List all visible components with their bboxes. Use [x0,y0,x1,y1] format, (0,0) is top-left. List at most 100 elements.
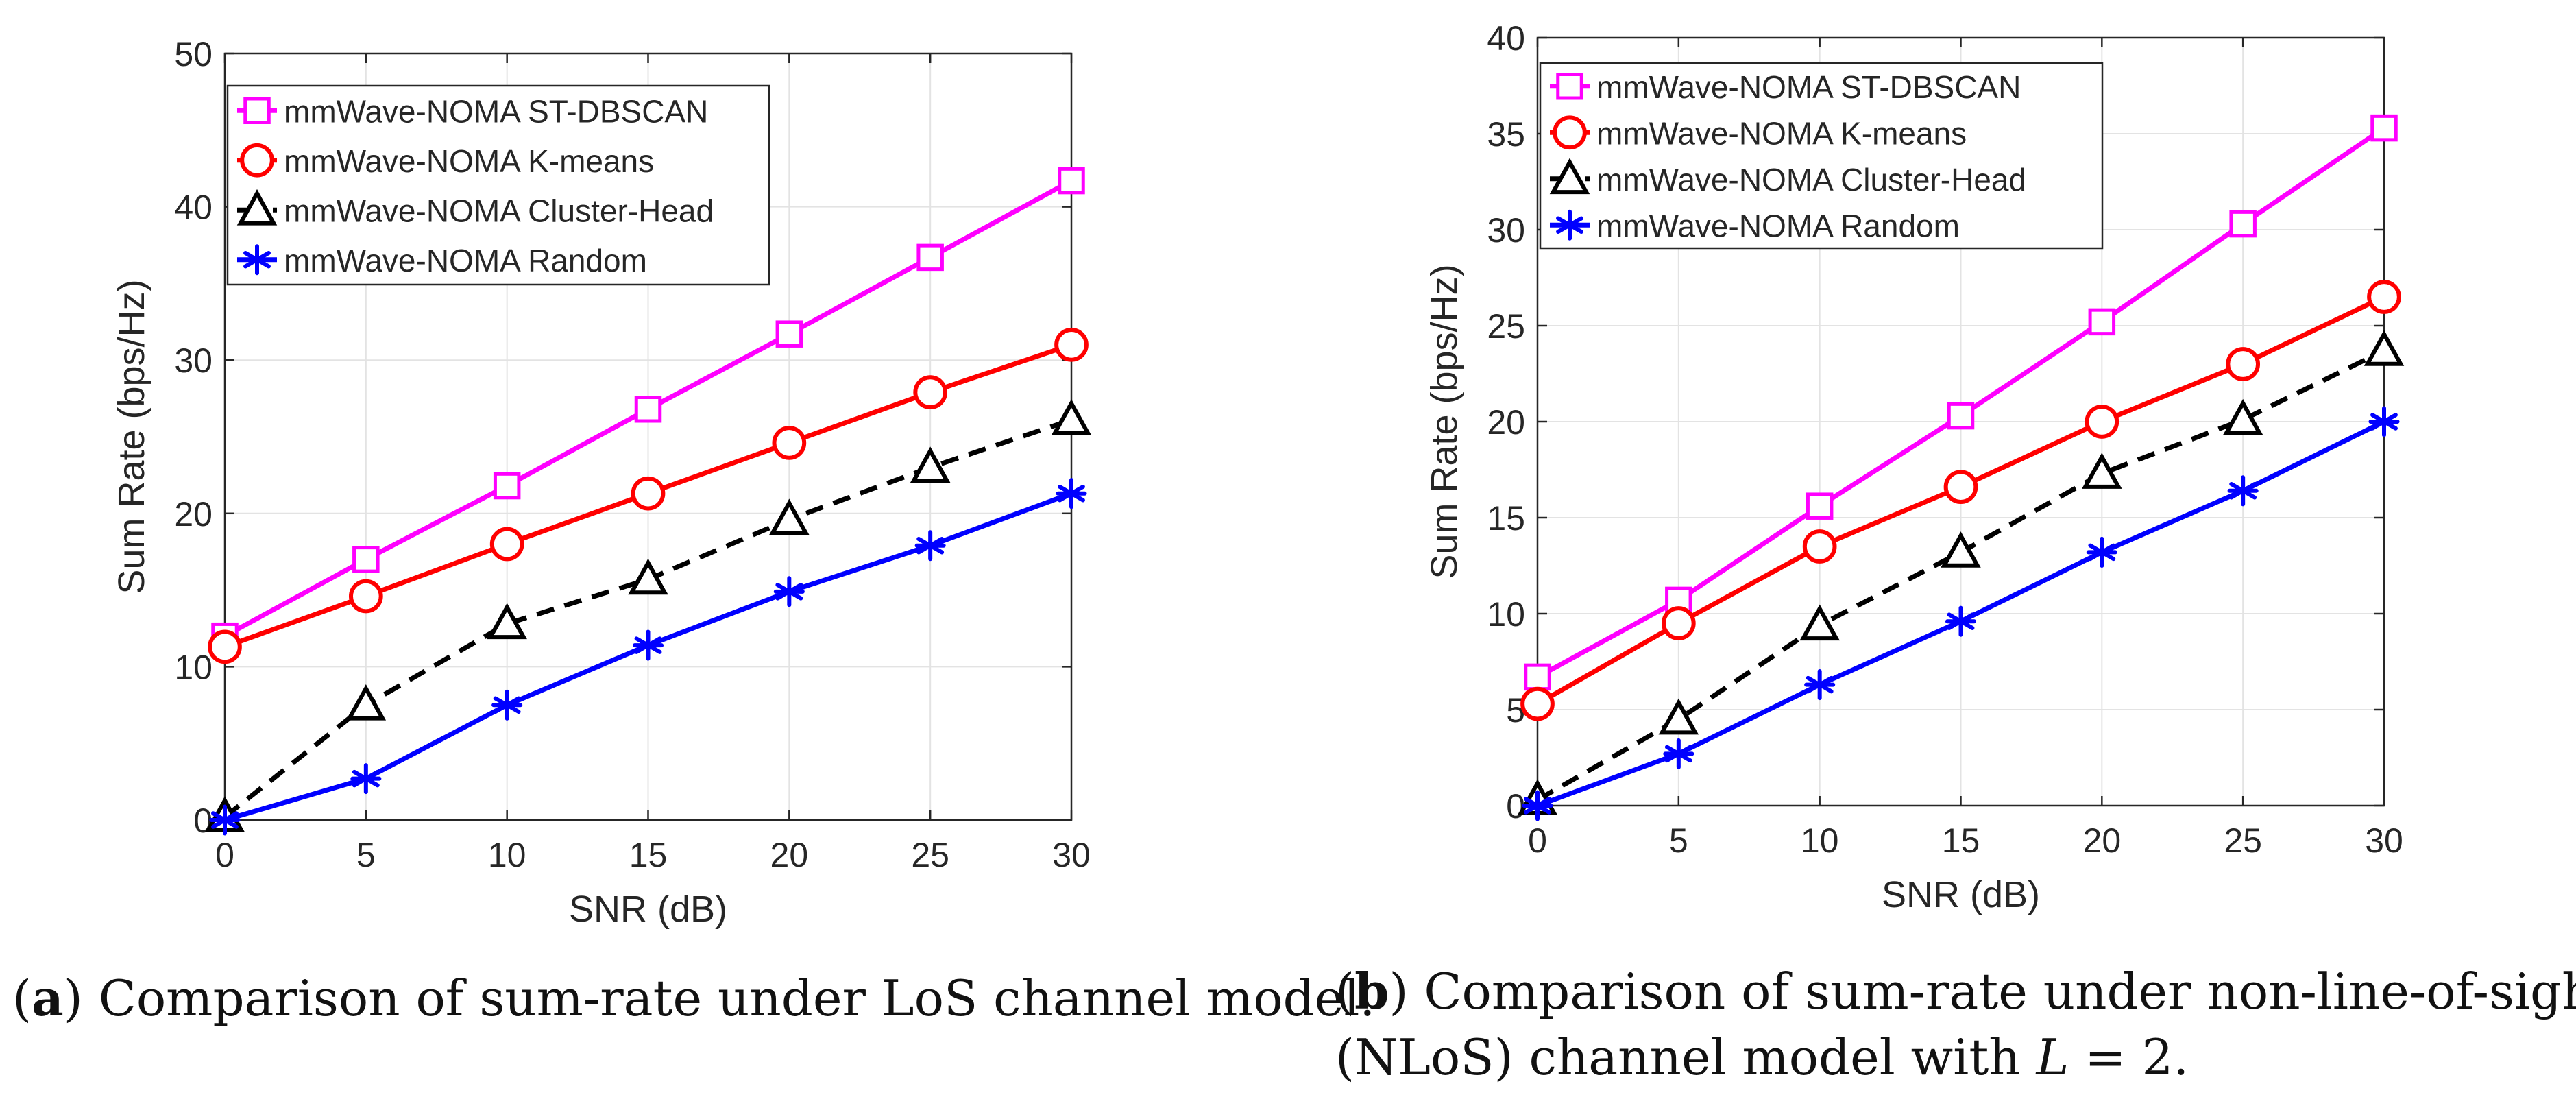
caption-a-label: a [32,969,64,1027]
y-tick-label: 25 [1487,307,1525,346]
legend-entry: mmWave-NOMA Cluster-Head [1596,162,2026,197]
legend-entry: mmWave-NOMA Random [284,243,647,278]
data-point [1054,327,1089,362]
data-point [1804,669,1836,701]
legend-box [1539,62,2104,250]
data-point [1051,399,1092,435]
data-point [769,498,810,535]
data-point [1058,167,1085,195]
x-tick-label: 30 [1052,836,1091,874]
data-point [1799,604,1840,641]
data-point [631,476,666,511]
data-point [345,684,387,721]
data-point [208,629,242,664]
x-tick-label: 25 [911,836,949,874]
data-point [1522,790,1553,821]
caption-b-variable: L [2036,1028,2069,1086]
legend-marker [1553,115,1587,150]
legend-entry: mmWave-NOMA ST-DBSCAN [1596,69,2021,105]
x-tick-label: 25 [2224,821,2262,860]
data-point [772,426,807,460]
data-point [350,763,382,795]
x-tick-label: 20 [770,836,809,874]
legend-entry: mmWave-NOMA ST-DBSCAN [284,93,708,129]
x-tick-label: 5 [356,836,376,874]
y-tick-label: 50 [174,35,212,73]
y-tick-label: 20 [174,495,212,533]
data-point [2367,280,2401,314]
legend-marker [241,244,273,276]
x-tick-label: 15 [629,836,668,874]
series-circle [208,327,1089,664]
legend-marker [243,97,271,124]
y-axis-label: Sum Rate (bps/Hz) [111,279,152,594]
y-tick-label: 15 [1487,499,1525,538]
legend: mmWave-NOMA ST-DBSCAN mmWave-NOMA K-means… [226,84,770,286]
data-point [632,629,664,661]
data-point [773,576,805,607]
x-tick-label: 0 [215,836,234,874]
data-point [775,320,803,348]
y-tick-label: 35 [1487,115,1525,154]
y-tick-label: 0 [1506,787,1525,826]
y-tick-label: 30 [174,341,212,380]
data-point [352,546,380,573]
data-point [628,558,668,595]
data-point [2082,453,2122,489]
data-point [2364,330,2405,366]
data-point [491,689,523,721]
data-point [2226,347,2261,381]
legend-marker [1556,73,1583,100]
legend-marker [1549,158,1590,195]
caption-b-label: b [1354,962,1389,1020]
x-tick-label: 10 [488,836,526,874]
data-point [209,804,241,836]
legend-entry: mmWave-NOMA Random [1596,208,1960,243]
caption-a-text: Comparison of sum-rate under LoS channel… [82,970,1376,1027]
data-point [1661,606,1696,640]
y-tick-label: 0 [193,802,212,840]
legend-box [226,84,770,286]
series-triangle [204,399,1092,832]
series-triangle [1517,330,2405,815]
legend-marker [236,189,278,226]
data-point [1806,492,1834,520]
y-tick-label: 40 [1487,19,1525,58]
legend: mmWave-NOMA ST-DBSCAN mmWave-NOMA K-means… [1539,62,2104,250]
x-axis-label: SNR (dB) [569,889,727,930]
data-point [1663,738,1694,769]
data-point [487,603,527,640]
data-point [1056,478,1087,509]
y-tick-label: 10 [174,648,212,686]
data-point [2227,475,2259,507]
data-point [348,579,383,614]
legend-entry: mmWave-NOMA Cluster-Head [284,193,714,228]
data-point [2229,210,2257,238]
data-point [1658,698,1699,735]
y-axis-label: Sum Rate (bps/Hz) [1424,264,1465,579]
data-point [489,527,524,562]
data-point [1941,531,1981,568]
x-tick-label: 30 [2365,821,2403,860]
data-point [1520,686,1555,721]
caption-b-line1: Comparison of sum-rate under non-line-of… [1408,963,2576,1020]
data-point [916,243,944,272]
data-point [2086,536,2117,568]
data-point [634,396,662,423]
caption-b-line2-pre: (NLoS) channel model with [1335,1028,2037,1086]
y-tick-label: 20 [1487,403,1525,442]
data-point [1524,663,1551,691]
data-point [910,446,951,483]
chart-panel-a: 0 5 10 15 20 25 30 0 10 20 30 40 50 SNR (dB) Sum Rate … [111,35,1092,930]
data-point [914,530,946,562]
legend-marker [1554,209,1585,241]
data-point [493,472,521,500]
y-tick-label: 40 [174,189,212,227]
x-tick-label: 0 [1528,821,1547,860]
data-point [913,375,948,410]
x-tick-label: 15 [1942,821,1980,860]
x-tick-label: 20 [2083,821,2122,860]
caption-b-line2-post: = 2. [2069,1028,2189,1086]
data-point [1947,402,1975,430]
